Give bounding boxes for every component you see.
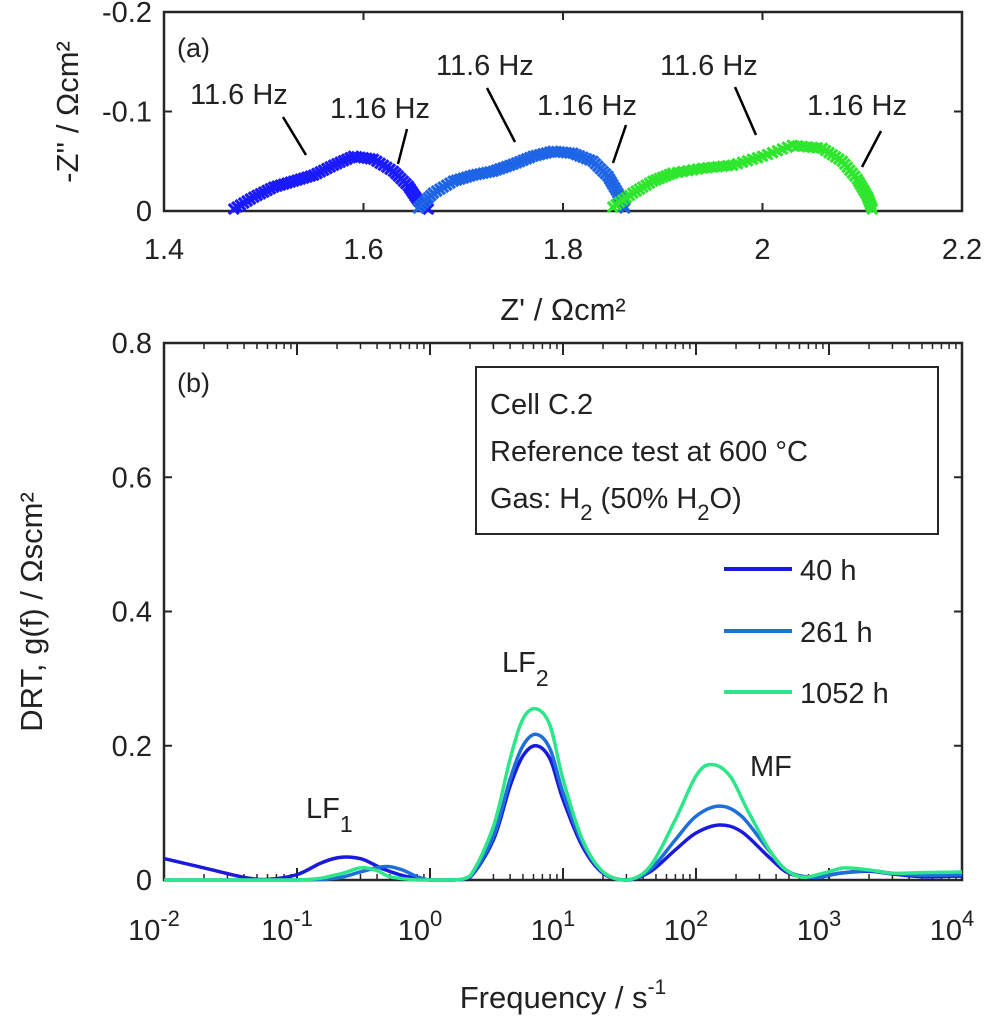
b-y-tick-label: 0.6 (112, 462, 152, 494)
b-x-tick-label: 100 (398, 906, 443, 947)
info-box-line2: Reference test at 600 °C (490, 436, 808, 468)
a-annotation-leader (485, 87, 517, 143)
b-x-tick-label: 101 (531, 906, 576, 947)
a-x-tick-label: 2 (754, 234, 770, 266)
a-series-1 (227, 150, 435, 216)
b-y-tick-label: 0.8 (112, 328, 152, 360)
panel-b-series (163, 706, 963, 882)
b-x-tick-label: 103 (797, 906, 842, 947)
info-box-line1: Cell C.2 (490, 389, 593, 421)
a-marker (304, 170, 317, 183)
a-annotation-label: 1.16 Hz (807, 90, 907, 122)
peak-label: LF2 (502, 647, 549, 691)
panel-a-series (227, 139, 879, 216)
a-y-tick-label: -0.2 (102, 0, 152, 29)
panel-b-ticks: 10-2 10-1 100 101 102 103 104 0 0.2 0.4 0.6 0.8 (112, 328, 975, 947)
a-x-tick-label: 2.2 (942, 234, 982, 266)
b-x-tick-label: 104 (930, 906, 975, 947)
b-y-tick-label: 0 (136, 865, 152, 897)
panel-a-label: (a) (177, 33, 210, 63)
b-y-tick-label: 0.4 (112, 597, 152, 629)
panel-b-ylabel: DRT, g(f) / Ωscm² (14, 492, 49, 732)
a-annotation-leader (733, 86, 758, 136)
a-annotation-label: 11.6 Hz (436, 50, 534, 82)
a-annotation-leader (860, 130, 883, 168)
b-series-line-3 (164, 706, 963, 882)
a-annotation-leader (281, 116, 308, 156)
legend-label: 1052 h (800, 678, 889, 710)
panel-a-ticks: 1.4 1.6 1.8 2 2.2 0 -0.1 -0.2 (102, 0, 982, 266)
b-x-tick-label: 10-2 (128, 906, 180, 947)
b-x-tick-label: 102 (664, 906, 709, 947)
a-annotation-label: 1.16 Hz (330, 93, 430, 125)
a-y-tick-label: 0 (136, 196, 152, 228)
a-annotation-label: 1.16 Hz (537, 90, 637, 122)
b-x-tick-label: 10-1 (261, 906, 313, 947)
a-marker (364, 152, 377, 165)
a-annotation-label: 11.6 Hz (190, 79, 288, 111)
panel-b-peak-labels: LF1 LF2 MF (306, 647, 792, 837)
panel-a-ylabel: -Z'' / Ωcm² (50, 41, 85, 183)
panel-b-label: (b) (177, 368, 210, 398)
panel-a-impedance-plot: 1.4 1.6 1.8 2 2.20-0.1-0.2 11.6 Hz 1.16 Hz11.… (50, 0, 982, 327)
a-annotation-label: 11.6 Hz (660, 50, 758, 82)
info-box-line3: Gas: H2 (50% H2O) (490, 483, 742, 525)
a-series-3 (606, 139, 879, 216)
a-marker (866, 202, 879, 216)
a-annotation-leader (396, 128, 409, 165)
info-box (475, 366, 939, 535)
a-annotation-leader (611, 124, 628, 164)
peak-label: LF1 (306, 793, 353, 837)
a-y-tick-label: -0.1 (102, 97, 152, 129)
a-x-tick-label: 1.8 (543, 234, 583, 266)
legend: 40 h 261 h 1052 h (724, 555, 889, 710)
legend-label: 40 h (800, 555, 856, 587)
legend-label: 261 h (800, 617, 873, 649)
panel-a-xlabel: Z' / Ωcm² (500, 292, 626, 327)
a-x-tick-label: 1.4 (144, 234, 184, 266)
b-y-tick-label: 0.2 (112, 731, 152, 763)
peak-label: MF (750, 751, 792, 783)
panel-b-xlabel: Frequency / s-1 (460, 976, 667, 1015)
a-x-tick-label: 1.6 (343, 234, 383, 266)
panel-b-drt-plot: 10-2 10-1 100 101 102 103 104 0 0.2 0.4 0.6 0.8 LF1… (14, 328, 974, 1015)
